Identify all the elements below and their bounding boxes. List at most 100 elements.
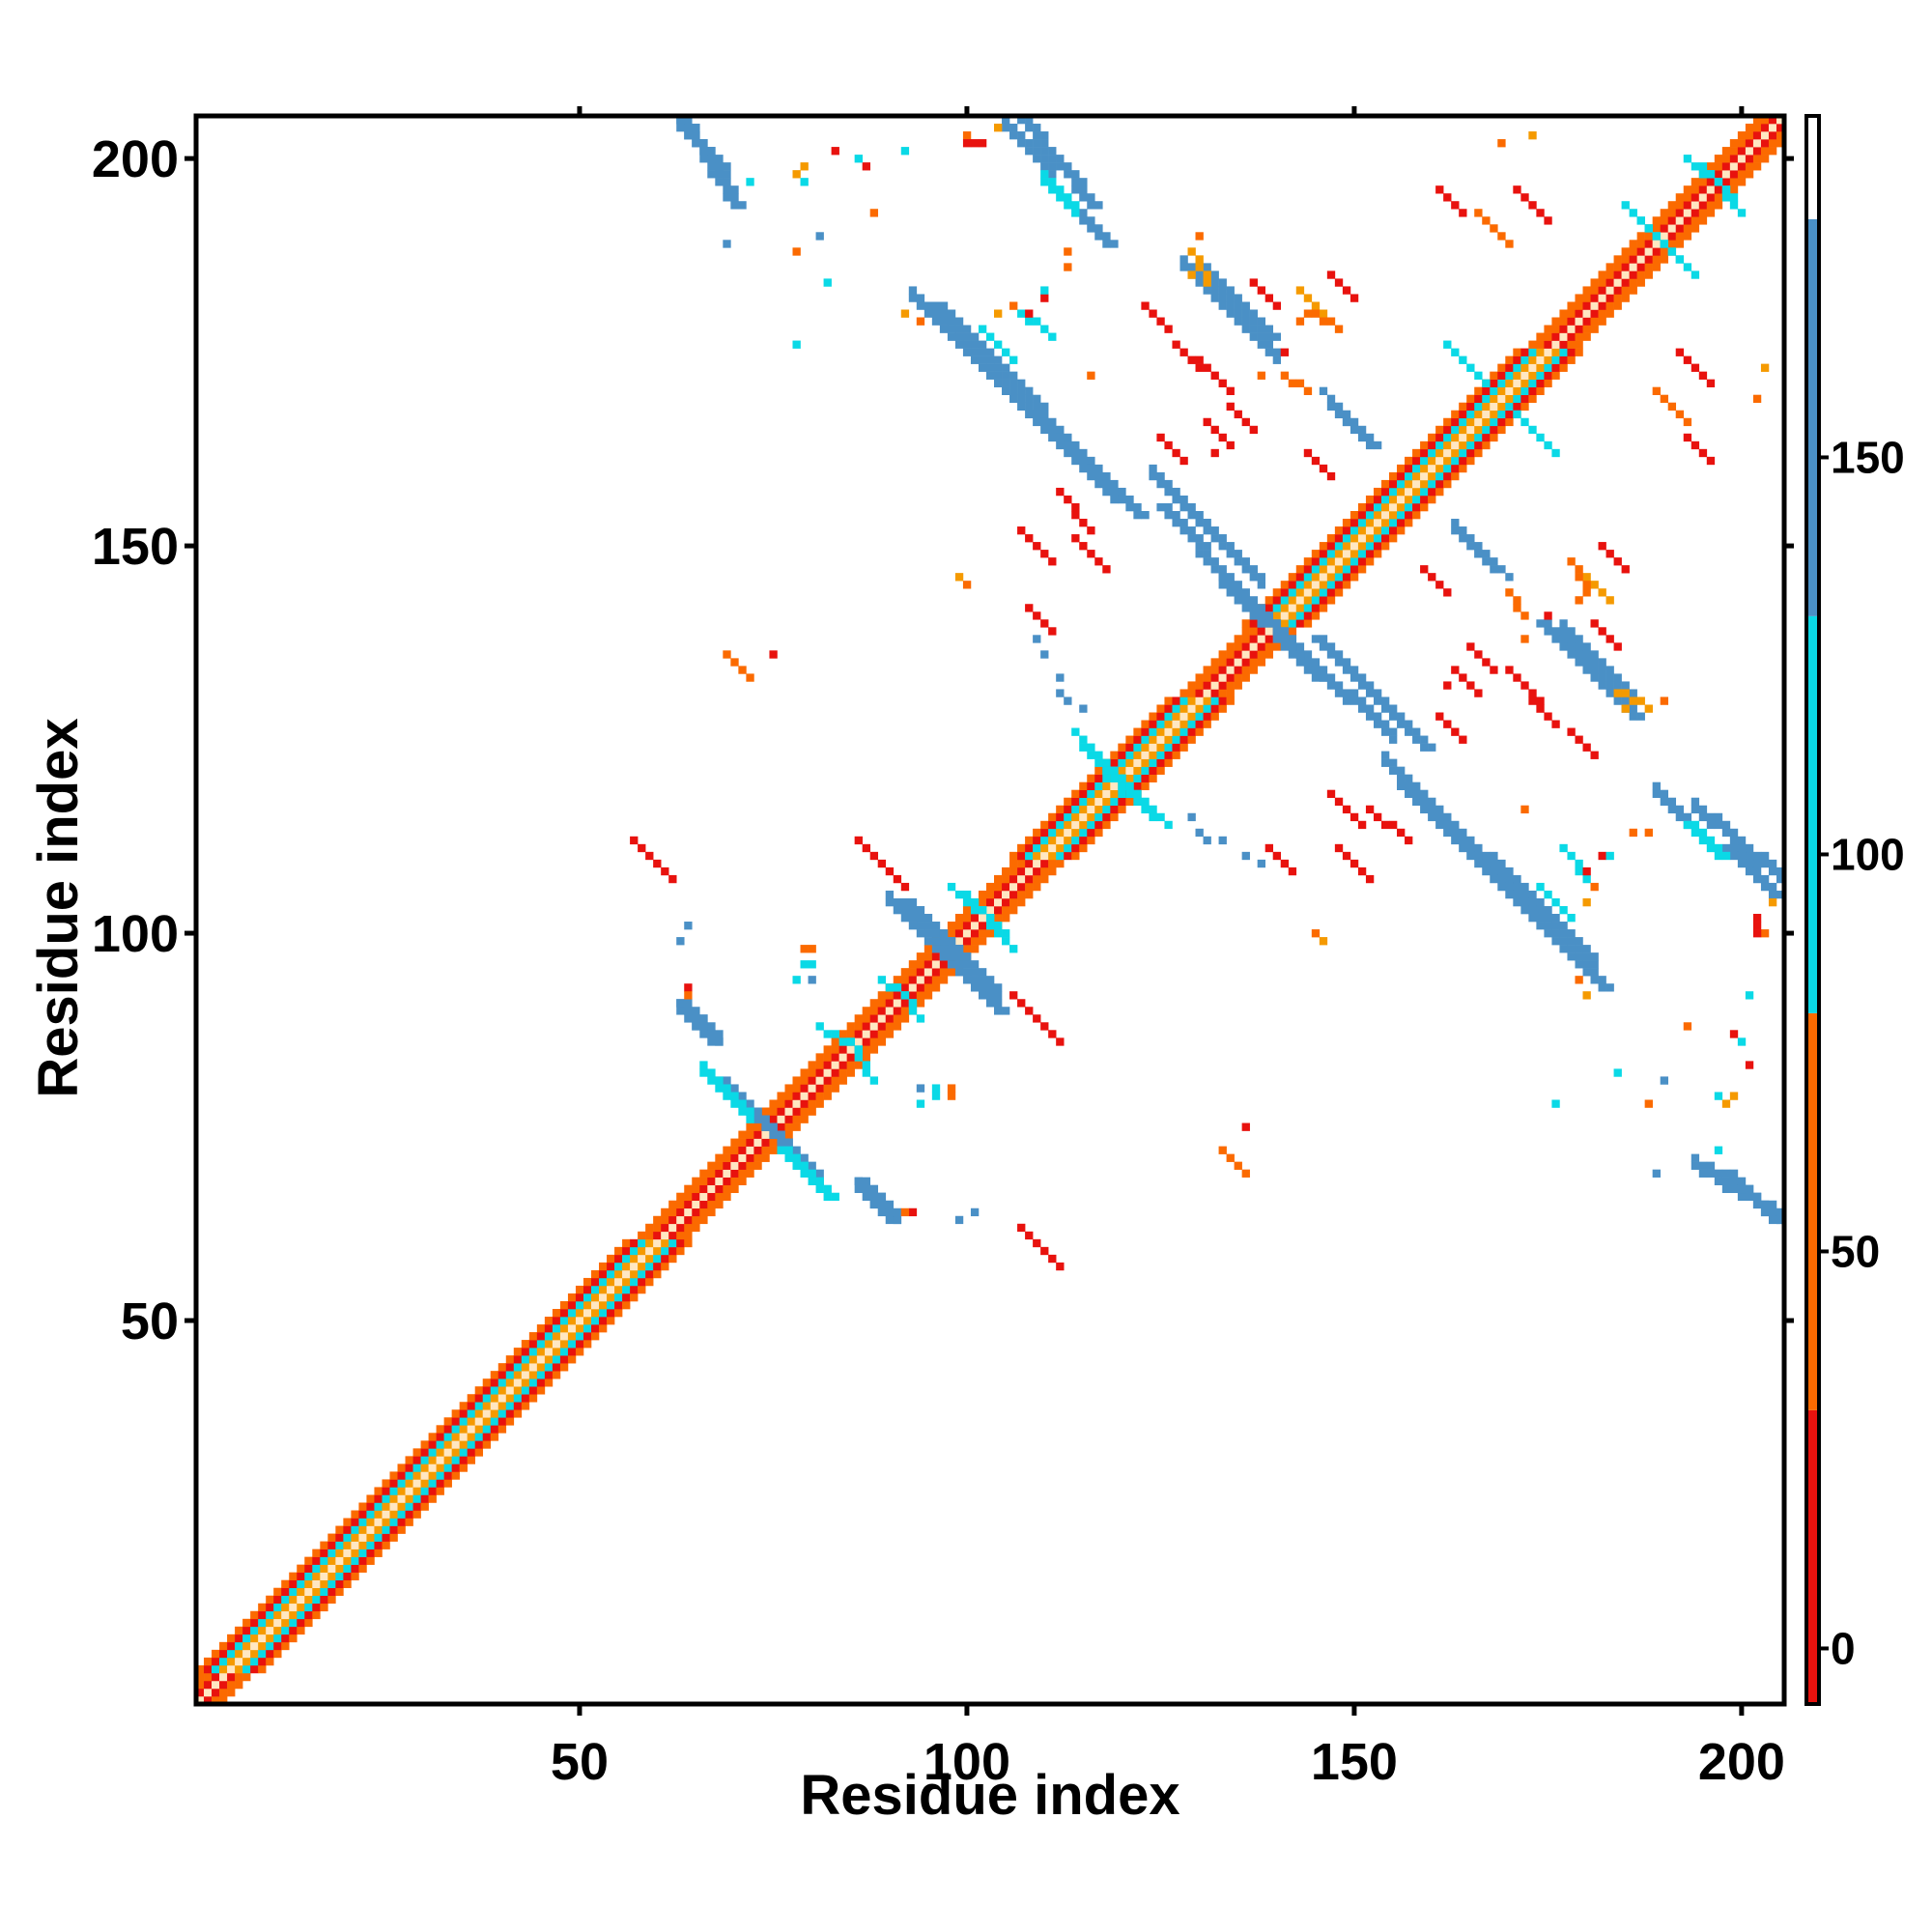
heatmap-cell bbox=[1582, 588, 1591, 597]
heatmap-cell bbox=[1064, 812, 1072, 822]
heatmap-cell bbox=[467, 1402, 475, 1410]
heatmap-cell bbox=[730, 1138, 739, 1147]
heatmap-cell bbox=[196, 1680, 205, 1690]
heatmap-cell bbox=[831, 1037, 839, 1046]
heatmap-cell bbox=[582, 1285, 592, 1294]
heatmap-cell bbox=[1087, 789, 1095, 799]
heatmap-cell bbox=[622, 1293, 631, 1302]
heatmap-cell bbox=[1745, 131, 1754, 140]
heatmap-cell bbox=[1428, 487, 1436, 497]
heatmap-cell bbox=[1776, 890, 1785, 899]
heatmap-cell bbox=[1002, 914, 1010, 923]
heatmap-cell bbox=[1017, 116, 1026, 125]
heatmap-cell bbox=[1706, 1161, 1716, 1170]
heatmap-cell bbox=[715, 1030, 724, 1038]
heatmap-cell bbox=[1459, 828, 1467, 838]
heatmap-cell bbox=[1210, 270, 1219, 279]
heatmap-cell bbox=[1698, 1161, 1708, 1170]
heatmap-cell bbox=[1567, 635, 1576, 643]
heatmap-cell bbox=[1714, 178, 1723, 186]
heatmap-cell bbox=[1040, 170, 1049, 179]
heatmap-cell bbox=[614, 1300, 623, 1310]
heatmap-cell bbox=[962, 960, 972, 969]
heatmap-cell bbox=[1613, 263, 1622, 271]
heatmap-cell bbox=[823, 1061, 832, 1069]
heatmap-cell bbox=[723, 1169, 731, 1178]
heatmap-cell bbox=[1451, 448, 1460, 458]
heatmap-cell bbox=[1342, 286, 1351, 295]
heatmap-cell bbox=[1752, 1192, 1762, 1202]
heatmap-cell bbox=[1125, 758, 1134, 767]
heatmap-cell bbox=[1365, 550, 1375, 558]
heatmap-cell bbox=[730, 1153, 739, 1162]
heatmap-cell bbox=[1326, 596, 1336, 605]
heatmap-cell bbox=[1326, 565, 1336, 574]
heatmap-cell bbox=[428, 1471, 437, 1480]
heatmap-cell bbox=[451, 1463, 460, 1472]
heatmap-cell bbox=[536, 1378, 546, 1387]
heatmap-cell bbox=[1064, 820, 1072, 830]
heatmap-cell bbox=[1714, 193, 1723, 202]
heatmap-cell bbox=[1156, 743, 1165, 752]
heatmap-cell bbox=[1203, 681, 1211, 690]
heatmap-cell bbox=[536, 1340, 546, 1349]
heatmap-cell bbox=[235, 1657, 243, 1666]
heatmap-cell bbox=[1380, 526, 1390, 535]
heatmap-cell bbox=[1288, 867, 1297, 876]
heatmap-cell bbox=[869, 1014, 879, 1023]
heatmap-cell bbox=[846, 1053, 855, 1062]
heatmap-cell bbox=[1040, 417, 1049, 427]
heatmap-cell bbox=[490, 1394, 499, 1403]
heatmap-cell bbox=[1644, 1099, 1653, 1108]
heatmap-cell bbox=[1234, 410, 1242, 419]
heatmap-cell bbox=[1752, 162, 1762, 171]
heatmap-cell bbox=[1380, 704, 1390, 713]
heatmap-cell bbox=[204, 1688, 213, 1697]
heatmap-cell bbox=[1249, 317, 1258, 326]
heatmap-cell bbox=[877, 999, 887, 1008]
heatmap-cell bbox=[1156, 758, 1165, 767]
heatmap-cell bbox=[746, 1161, 754, 1170]
heatmap-cell bbox=[1690, 797, 1700, 807]
heatmap-cell bbox=[862, 162, 870, 171]
heatmap-cell bbox=[885, 1030, 895, 1038]
heatmap-cell bbox=[1451, 727, 1460, 736]
heatmap-cell bbox=[1319, 673, 1328, 682]
heatmap-cell bbox=[443, 1456, 452, 1464]
heatmap-cell bbox=[707, 1208, 716, 1217]
heatmap-cell bbox=[1056, 162, 1065, 171]
heatmap-cell bbox=[893, 905, 902, 915]
heatmap-cell bbox=[1079, 789, 1088, 799]
heatmap-cell bbox=[1094, 232, 1103, 241]
heatmap-cell bbox=[846, 1030, 855, 1038]
heatmap-cell bbox=[800, 1068, 809, 1077]
heatmap-cell bbox=[1729, 1184, 1739, 1194]
heatmap-cell bbox=[482, 1440, 492, 1449]
heatmap-cell bbox=[1064, 495, 1072, 504]
heatmap-cell bbox=[1551, 348, 1560, 356]
heatmap-cell bbox=[808, 976, 816, 984]
heatmap-cell bbox=[204, 1672, 213, 1682]
heatmap-cell bbox=[1110, 774, 1119, 782]
heatmap-cell bbox=[1334, 542, 1344, 551]
heatmap-cell bbox=[1559, 309, 1568, 318]
heatmap-cell bbox=[1187, 270, 1196, 279]
heatmap-cell bbox=[513, 1409, 523, 1418]
heatmap-cell bbox=[1482, 557, 1491, 566]
heatmap-cell bbox=[1087, 193, 1095, 202]
heatmap-cell bbox=[1079, 820, 1088, 830]
heatmap-cell bbox=[792, 1092, 801, 1100]
heatmap-cell bbox=[1156, 704, 1165, 713]
heatmap-cell bbox=[258, 1634, 267, 1643]
heatmap-cell bbox=[753, 1153, 762, 1162]
heatmap-cell bbox=[1056, 487, 1065, 497]
heatmap-cell bbox=[552, 1371, 561, 1379]
heatmap-cell bbox=[1559, 317, 1568, 326]
heatmap-cell bbox=[614, 1309, 623, 1318]
heatmap-cell bbox=[684, 1007, 693, 1015]
heatmap-cell bbox=[1326, 681, 1336, 690]
heatmap-cell bbox=[1272, 851, 1282, 861]
heatmap-cell bbox=[1721, 851, 1731, 861]
heatmap-cell bbox=[582, 1277, 592, 1287]
heatmap-cell bbox=[1203, 704, 1211, 713]
